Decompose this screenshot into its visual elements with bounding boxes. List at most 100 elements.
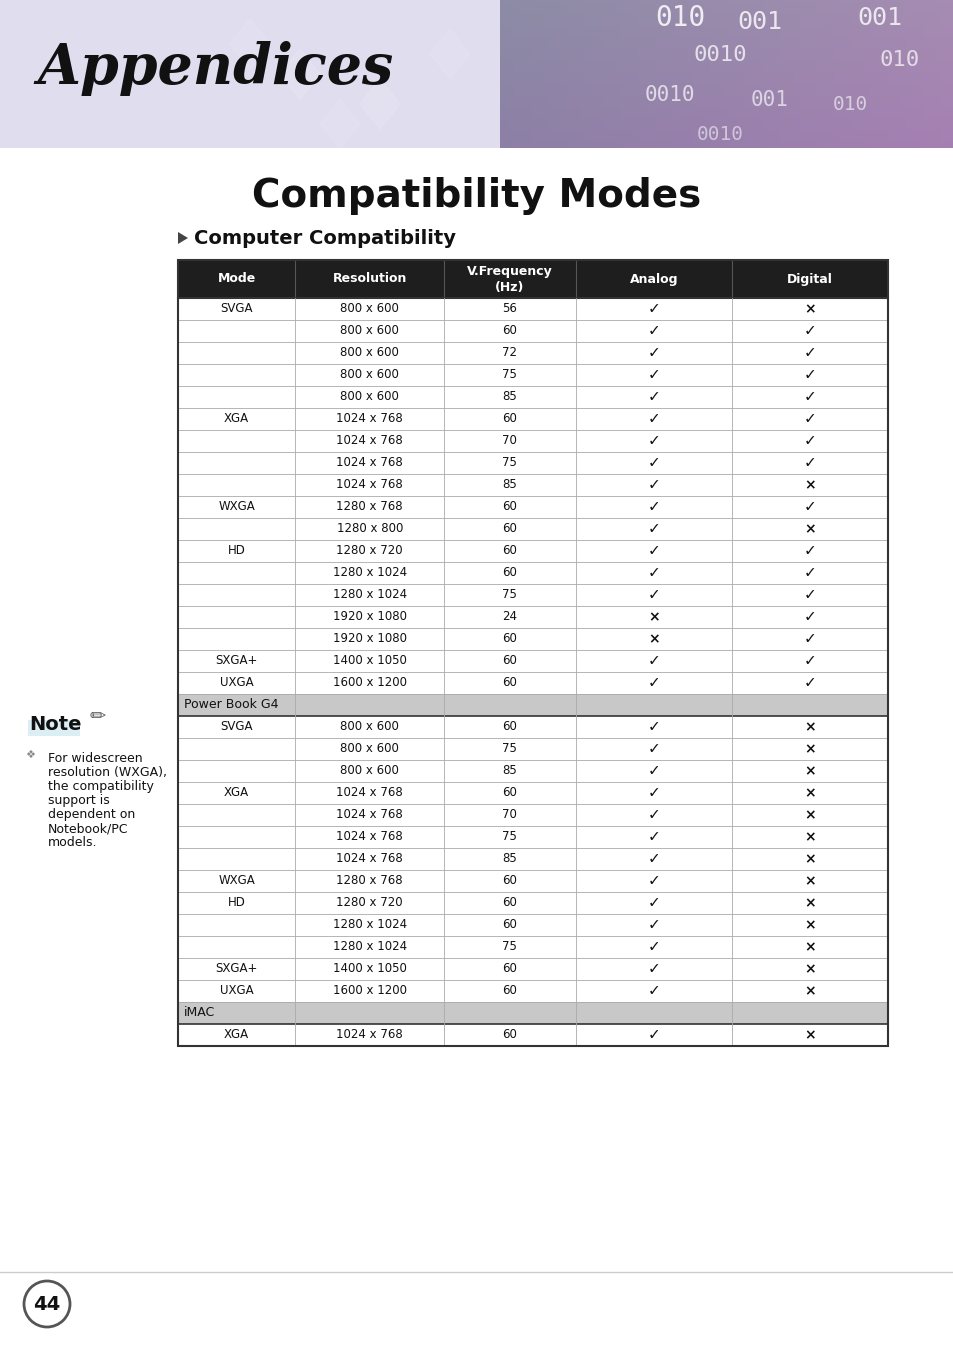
Text: 001: 001 (737, 9, 781, 34)
Text: 75: 75 (502, 589, 517, 601)
Bar (178, 804, 887, 826)
Text: 44: 44 (33, 1294, 61, 1313)
Text: 60: 60 (502, 325, 517, 337)
Text: 60: 60 (502, 566, 517, 580)
Text: 1280 x 1024: 1280 x 1024 (333, 589, 406, 601)
Text: ✓: ✓ (802, 455, 816, 470)
Bar (178, 760, 887, 783)
Text: XGA: XGA (224, 787, 249, 799)
Text: 75: 75 (502, 941, 517, 953)
Text: 72: 72 (502, 347, 517, 360)
Text: ✓: ✓ (647, 566, 659, 581)
Text: 1024 x 768: 1024 x 768 (336, 456, 403, 470)
Text: 85: 85 (502, 478, 517, 492)
Bar (178, 431, 887, 452)
Text: 85: 85 (502, 853, 517, 865)
Bar (178, 540, 887, 562)
Text: 010: 010 (879, 50, 919, 70)
Text: Appendices: Appendices (37, 42, 393, 96)
Text: Compatibility Modes: Compatibility Modes (253, 177, 700, 215)
Text: ×: × (803, 787, 815, 800)
Text: ×: × (803, 918, 815, 932)
Text: 60: 60 (502, 720, 517, 734)
Text: ✓: ✓ (802, 324, 816, 338)
Text: ×: × (803, 1028, 815, 1043)
Text: 001: 001 (857, 5, 902, 30)
Text: ×: × (803, 940, 815, 955)
Bar (178, 298, 887, 320)
Text: 60: 60 (502, 1029, 517, 1041)
Text: 75: 75 (502, 456, 517, 470)
Text: ✓: ✓ (802, 500, 816, 515)
Text: WXGA: WXGA (218, 501, 254, 513)
Text: 1024 x 768: 1024 x 768 (336, 435, 403, 448)
Text: 75: 75 (502, 742, 517, 756)
Text: ×: × (803, 523, 815, 536)
Text: 1280 x 1024: 1280 x 1024 (333, 918, 406, 932)
Text: ✓: ✓ (647, 588, 659, 603)
Bar (178, 738, 887, 760)
Text: 60: 60 (502, 787, 517, 799)
Bar (178, 1024, 887, 1047)
Bar (178, 584, 887, 607)
Text: 1280 x 1024: 1280 x 1024 (333, 566, 406, 580)
Bar (178, 343, 887, 364)
Bar (178, 260, 887, 298)
Text: 800 x 600: 800 x 600 (340, 302, 398, 315)
Text: 1920 x 1080: 1920 x 1080 (333, 611, 406, 623)
Text: 70: 70 (502, 435, 517, 448)
Text: 800 x 600: 800 x 600 (340, 720, 398, 734)
Text: 1400 x 1050: 1400 x 1050 (333, 963, 406, 975)
Text: 001: 001 (750, 89, 788, 110)
Text: 60: 60 (502, 632, 517, 646)
Text: ✓: ✓ (647, 478, 659, 493)
Text: 1024 x 768: 1024 x 768 (336, 853, 403, 865)
Text: Digital: Digital (786, 272, 832, 286)
Bar (178, 260, 887, 1047)
Text: 1280 x 800: 1280 x 800 (336, 523, 402, 535)
Text: ❖: ❖ (25, 750, 35, 760)
Text: 1024 x 768: 1024 x 768 (336, 830, 403, 844)
Text: dependent on: dependent on (48, 808, 135, 821)
Text: 0010: 0010 (693, 45, 746, 65)
Bar (178, 320, 887, 343)
Bar (178, 496, 887, 519)
Text: V.Frequency
(Hz): V.Frequency (Hz) (467, 264, 552, 294)
Text: 800 x 600: 800 x 600 (340, 325, 398, 337)
Text: ✓: ✓ (802, 566, 816, 581)
Text: XGA: XGA (224, 413, 249, 425)
Text: ×: × (803, 852, 815, 867)
Text: Mode: Mode (217, 272, 255, 286)
Text: 800 x 600: 800 x 600 (340, 742, 398, 756)
Text: 60: 60 (502, 523, 517, 535)
Text: ✓: ✓ (647, 500, 659, 515)
Text: 0010: 0010 (644, 85, 695, 106)
Bar (178, 408, 887, 431)
Text: 010: 010 (832, 96, 866, 115)
Text: 56: 56 (502, 302, 517, 315)
Text: SVGA: SVGA (220, 720, 253, 734)
Text: 1280 x 768: 1280 x 768 (336, 501, 402, 513)
Text: WXGA: WXGA (218, 875, 254, 887)
Text: 24: 24 (502, 611, 517, 623)
Text: 1024 x 768: 1024 x 768 (336, 787, 403, 799)
Polygon shape (230, 19, 270, 69)
Text: ✓: ✓ (647, 390, 659, 405)
Text: ✓: ✓ (647, 940, 659, 955)
Text: ✓: ✓ (802, 345, 816, 360)
Bar (178, 562, 887, 584)
Text: SXGA+: SXGA+ (215, 654, 257, 668)
Text: ✓: ✓ (647, 654, 659, 669)
Text: ×: × (803, 873, 815, 888)
Text: 85: 85 (502, 765, 517, 777)
Text: 75: 75 (502, 830, 517, 844)
Text: SVGA: SVGA (220, 302, 253, 315)
Polygon shape (280, 49, 319, 99)
Bar (178, 1002, 887, 1024)
Text: ×: × (803, 720, 815, 734)
Text: models.: models. (48, 835, 97, 849)
Text: 1024 x 768: 1024 x 768 (336, 1029, 403, 1041)
Text: 60: 60 (502, 654, 517, 668)
Bar (178, 474, 887, 496)
Text: ✓: ✓ (802, 390, 816, 405)
